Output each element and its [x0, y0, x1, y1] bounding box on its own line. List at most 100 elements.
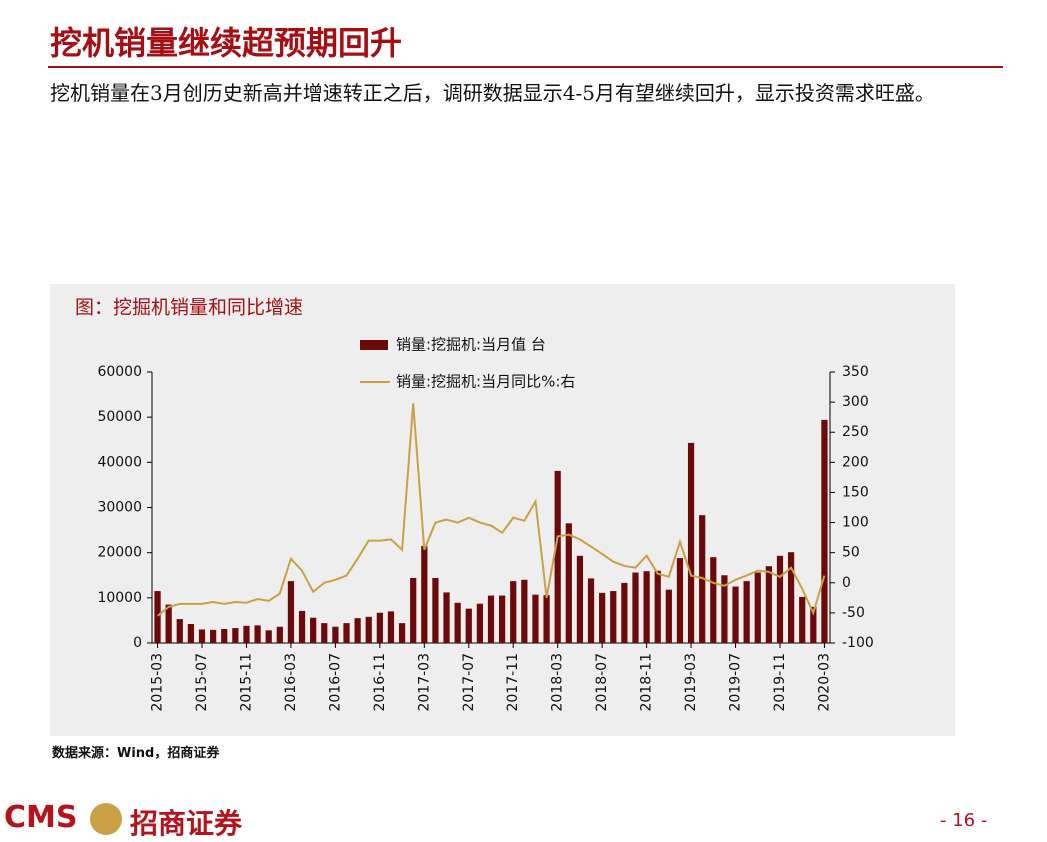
x-tick-label: 2016-11 — [372, 653, 388, 712]
bar — [332, 626, 339, 643]
bar — [643, 571, 650, 643]
bar — [676, 558, 684, 643]
bar — [587, 578, 595, 643]
bar — [510, 581, 517, 643]
bar — [254, 625, 261, 643]
bar — [499, 595, 506, 643]
bar — [665, 589, 672, 643]
bar — [687, 442, 695, 643]
y2-tick-label: 250 — [842, 424, 869, 440]
bar — [565, 523, 572, 643]
y2-tick-label: 200 — [842, 454, 869, 470]
bar — [699, 515, 706, 643]
bar — [176, 619, 183, 643]
y-tick-label: 30000 — [97, 500, 142, 516]
bar — [754, 572, 761, 643]
bar — [265, 630, 272, 643]
y-tick-label: 60000 — [97, 364, 142, 380]
source: 数据来源：Wind，招商证券 — [52, 746, 220, 761]
x-tick-label: 2017-07 — [461, 653, 477, 712]
y-tick-label: 50000 — [97, 409, 142, 425]
bar — [221, 628, 228, 643]
bar — [521, 579, 528, 643]
bar — [721, 575, 728, 643]
x-tick-label: 2015-03 — [150, 653, 166, 712]
body-text: 挖机销量在3月创历史新高并增速转正之后，调研数据显示4-5月有望继续回升，显示投… — [50, 81, 935, 105]
x-tick-label: 2016-07 — [327, 653, 343, 712]
bar — [365, 616, 372, 643]
bar — [398, 623, 406, 643]
bar — [410, 577, 417, 643]
chart-panel — [50, 284, 955, 736]
x-tick-label: 2019-11 — [772, 653, 788, 712]
bar — [165, 604, 172, 643]
bar — [710, 557, 717, 643]
bar — [732, 586, 739, 643]
bar — [354, 618, 361, 643]
x-tick-label: 2020-03 — [816, 653, 832, 712]
bar — [776, 555, 784, 643]
rule — [48, 66, 1003, 68]
y2-tick-label: 50 — [842, 545, 860, 561]
y2-tick-label: -100 — [842, 635, 874, 651]
y2-tick-label: 100 — [842, 515, 869, 531]
bar — [243, 625, 250, 643]
bar — [287, 581, 295, 643]
bar — [232, 628, 239, 643]
y2-tick-label: 150 — [842, 484, 869, 500]
logo-cn: 招商证券 — [130, 807, 243, 840]
bar — [787, 552, 795, 643]
bar — [810, 606, 817, 643]
bar — [187, 624, 195, 643]
y-tick-label: 10000 — [97, 590, 142, 606]
y2-tick-label: -50 — [842, 605, 865, 621]
x-tick-label: 2016-03 — [283, 653, 299, 712]
bar — [743, 581, 750, 643]
y-tick-label: 20000 — [97, 545, 142, 561]
bar — [632, 572, 639, 643]
x-tick-label: 2017-03 — [416, 653, 432, 712]
bar — [554, 470, 561, 643]
logo-icon — [90, 803, 122, 835]
bar — [343, 623, 350, 643]
bar — [821, 419, 828, 643]
bar — [387, 611, 395, 643]
legend-label: 销量:挖掘机:当月值 台 — [396, 336, 546, 354]
title: 挖机销量继续超预期回升 — [50, 24, 403, 62]
bar — [310, 617, 317, 643]
bar — [487, 595, 495, 643]
bar — [476, 603, 483, 643]
line — [156, 403, 826, 617]
bar — [532, 594, 539, 643]
x-tick-label: 2018-07 — [594, 653, 610, 712]
logo-en: CMS — [4, 800, 78, 835]
y2-tick-label: 300 — [842, 394, 869, 410]
x-tick-label: 2015-11 — [238, 653, 254, 712]
page-number: - 16 - — [940, 810, 988, 831]
bar — [198, 629, 206, 643]
x-tick-label: 2019-03 — [683, 653, 699, 712]
y2-tick-label: 350 — [842, 364, 869, 380]
y-tick-label: 40000 — [97, 454, 142, 470]
x-tick-label: 2018-11 — [639, 653, 655, 712]
bar — [610, 591, 617, 643]
bar — [432, 577, 439, 643]
bar — [321, 623, 328, 643]
bar — [654, 570, 661, 643]
bar — [465, 608, 472, 643]
bar — [443, 592, 450, 643]
bar — [621, 582, 628, 643]
legend-label: 销量:挖掘机:当月同比%:右 — [396, 373, 575, 391]
legend-swatch — [360, 340, 388, 350]
x-tick-label: 2018-03 — [550, 653, 566, 712]
bar — [599, 592, 606, 643]
bar — [765, 566, 772, 643]
chart-title: 图：挖掘机销量和同比增速 — [75, 297, 303, 319]
y2-tick-label: 0 — [842, 575, 851, 591]
bar — [454, 602, 461, 643]
bar — [154, 591, 161, 643]
bar — [576, 555, 584, 643]
y-tick-label: 0 — [133, 635, 142, 651]
